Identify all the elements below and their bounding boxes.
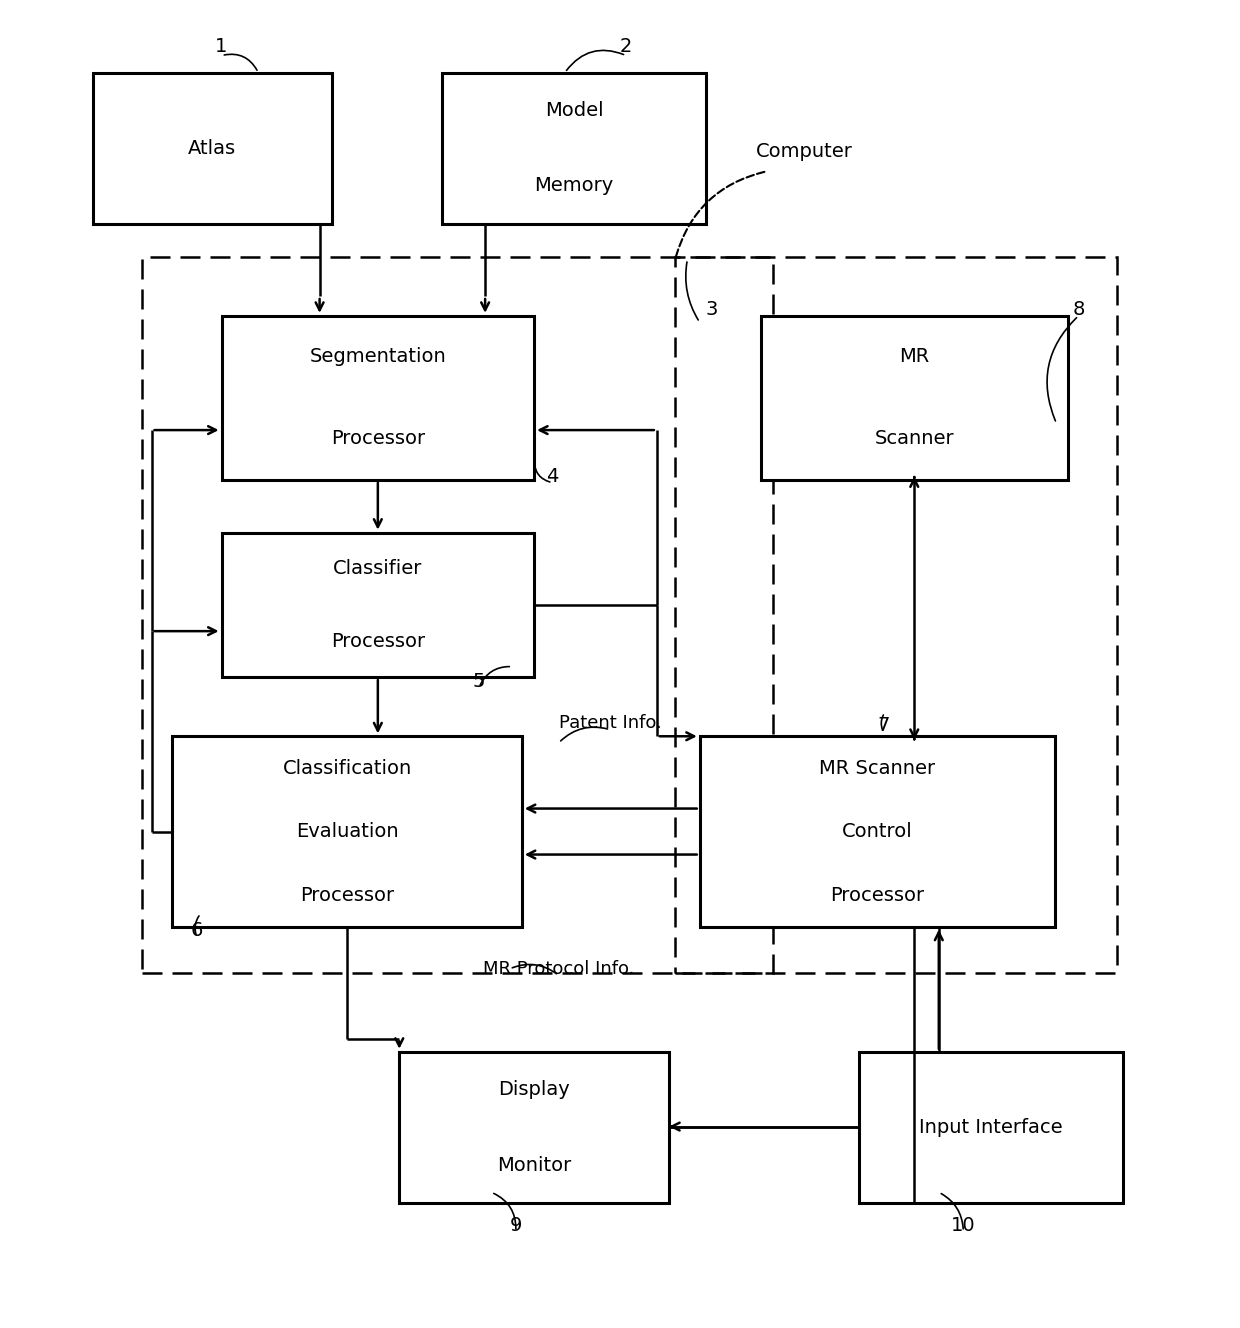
Text: 4: 4 <box>547 466 559 486</box>
Bar <box>93 73 332 224</box>
Text: 9: 9 <box>510 1215 522 1235</box>
Bar <box>761 316 1068 479</box>
Text: MR Scanner: MR Scanner <box>820 758 935 777</box>
Text: Classification: Classification <box>283 758 412 777</box>
Text: Processor: Processor <box>331 429 425 449</box>
Text: Segmentation: Segmentation <box>310 348 446 367</box>
Text: Evaluation: Evaluation <box>296 822 398 841</box>
Text: 1: 1 <box>216 37 228 56</box>
Text: Processor: Processor <box>831 886 925 904</box>
Text: Model: Model <box>544 101 604 120</box>
Bar <box>443 73 706 224</box>
Text: Display: Display <box>498 1080 570 1100</box>
Bar <box>172 736 522 927</box>
Bar <box>222 533 534 677</box>
Text: MR Protocol Info.: MR Protocol Info. <box>484 960 635 977</box>
Text: Input Interface: Input Interface <box>919 1118 1063 1137</box>
Text: Monitor: Monitor <box>497 1155 572 1174</box>
Bar <box>222 316 534 479</box>
Text: Atlas: Atlas <box>188 138 237 158</box>
Text: MR: MR <box>899 348 930 367</box>
Bar <box>675 256 1116 973</box>
Bar <box>699 736 1055 927</box>
Text: Classifier: Classifier <box>334 559 423 578</box>
Text: Processor: Processor <box>300 886 394 904</box>
Text: Scanner: Scanner <box>874 429 954 449</box>
Text: Memory: Memory <box>534 177 614 195</box>
Text: Patent Info.: Patent Info. <box>559 714 662 732</box>
Bar <box>859 1052 1122 1203</box>
Text: Control: Control <box>842 822 913 841</box>
Text: 8: 8 <box>1073 300 1085 319</box>
Text: Computer: Computer <box>755 142 852 161</box>
Text: 7: 7 <box>878 716 890 736</box>
Text: 2: 2 <box>620 37 632 56</box>
Text: 3: 3 <box>706 300 718 319</box>
Bar <box>399 1052 670 1203</box>
Text: 6: 6 <box>191 922 203 940</box>
Text: 5: 5 <box>472 672 485 691</box>
Text: Processor: Processor <box>331 632 425 651</box>
Bar <box>141 256 774 973</box>
Text: 10: 10 <box>951 1215 976 1235</box>
